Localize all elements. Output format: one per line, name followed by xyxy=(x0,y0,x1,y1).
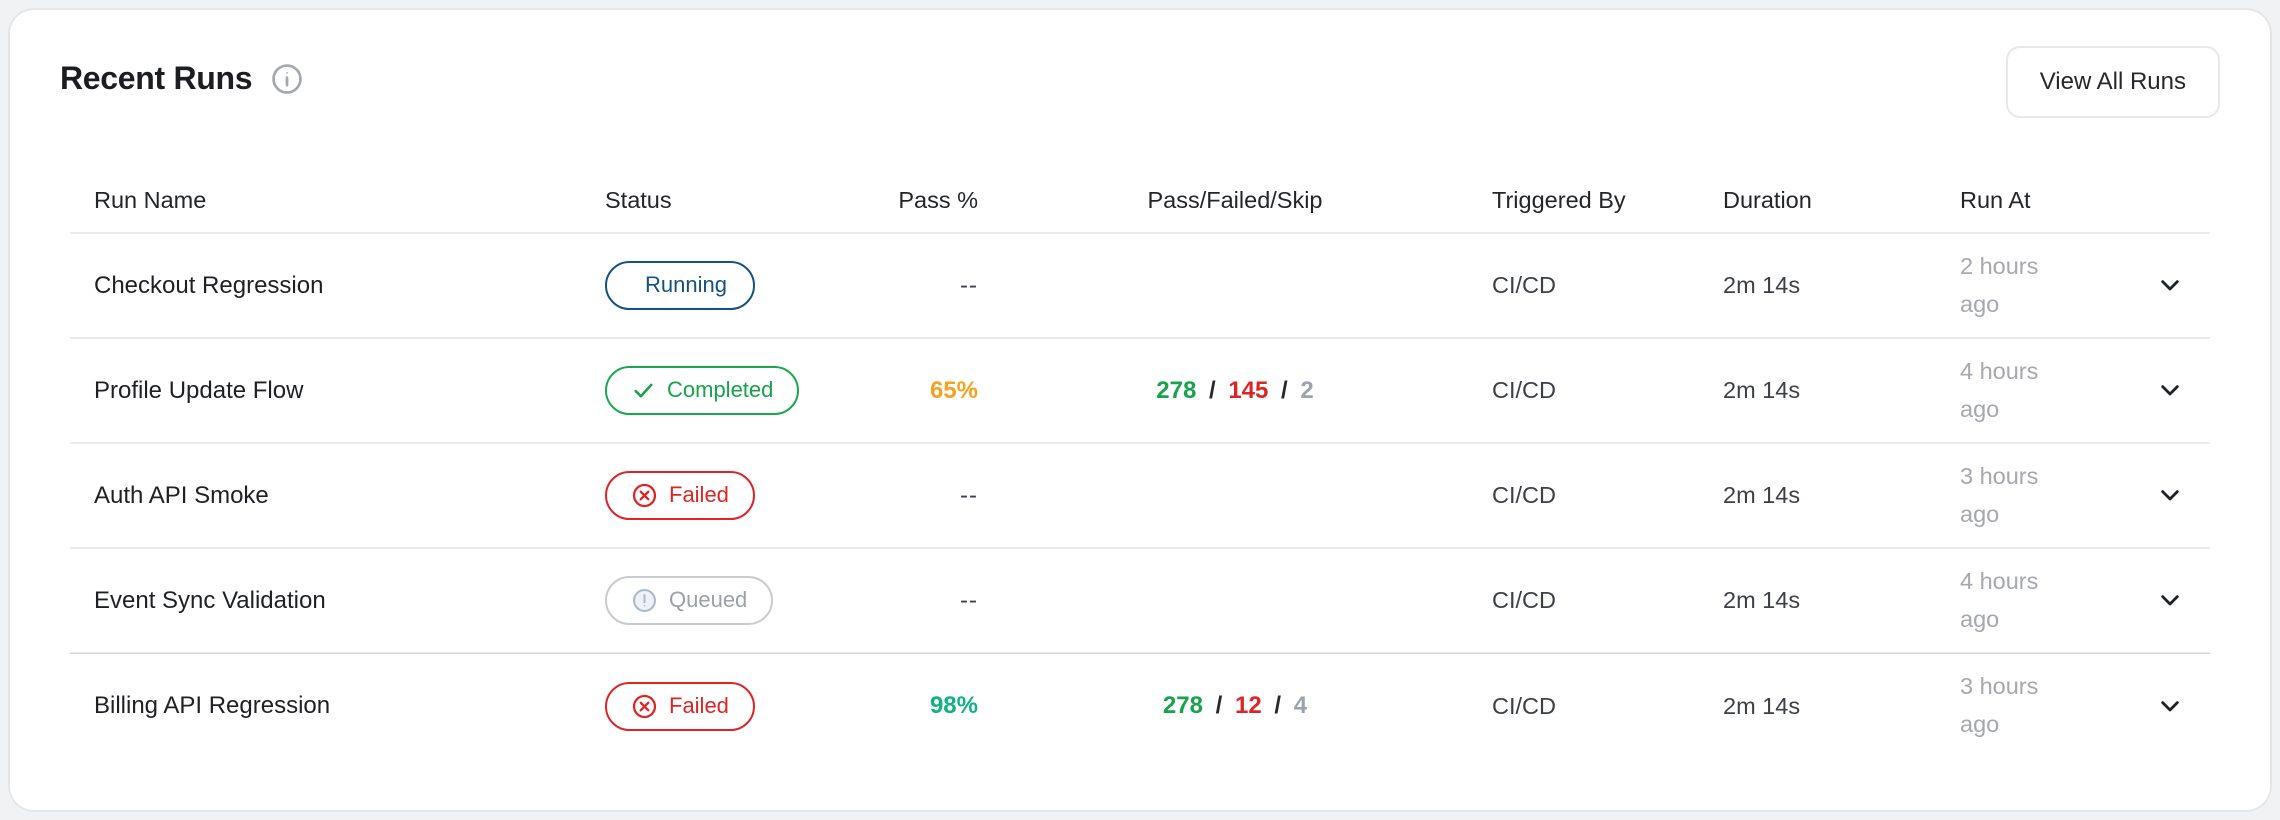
triggered-by: CI/CD xyxy=(1492,377,1556,403)
run-at: 3 hours ago xyxy=(1960,673,2039,737)
pass-percent: -- xyxy=(960,481,978,509)
duration: 2m 14s xyxy=(1723,272,1801,298)
status-badge-label: Queued xyxy=(669,587,748,613)
duration: 2m 14s xyxy=(1723,482,1801,508)
title-wrap: Recent Runs xyxy=(60,46,304,97)
status-badge-label: Failed xyxy=(669,692,729,718)
pfs-separator: / xyxy=(1208,376,1216,404)
run-name: Billing API Regression xyxy=(94,692,331,719)
pfs-separator: / xyxy=(1274,692,1282,719)
chevron-down-icon[interactable] xyxy=(2150,370,2190,410)
pfs-separator: / xyxy=(1215,692,1223,719)
chevron-down-icon[interactable] xyxy=(2150,580,2190,620)
status-cell: Queued xyxy=(605,576,880,625)
run-at-cell: 4 hours ago xyxy=(1960,353,2136,428)
pass-percent-cell: -- xyxy=(880,482,978,510)
duration: 2m 14s xyxy=(1723,692,1801,719)
column-header-run-name: Run Name xyxy=(94,186,207,213)
pass-percent: 65% xyxy=(929,376,978,404)
table-row[interactable]: Billing API Regression Failed 98% 2 xyxy=(70,653,2210,758)
pfs-separator: / xyxy=(1281,376,1288,404)
run-name: Checkout Regression xyxy=(94,271,324,299)
runs-table: Run Name Status Pass % Pass/Failed/Skip … xyxy=(70,168,2210,758)
pass-percent: 98% xyxy=(929,692,978,719)
run-at-cell: 3 hours ago xyxy=(1960,458,2136,533)
chevron-down-icon[interactable] xyxy=(2150,475,2190,515)
x-circle-icon xyxy=(631,482,658,509)
column-header-status: Status xyxy=(605,186,672,213)
expand-cell xyxy=(2136,580,2190,621)
skip-count: 2 xyxy=(1300,376,1314,404)
page-title: Recent Runs xyxy=(60,60,253,96)
pass-percent-cell: -- xyxy=(880,587,978,615)
run-at: 3 hours ago xyxy=(1960,462,2039,527)
alert-circle-icon xyxy=(631,587,658,614)
status-cell: Failed xyxy=(605,681,880,731)
column-header-duration: Duration xyxy=(1723,186,1812,213)
status-cell: Completed xyxy=(605,366,880,415)
run-at-cell: 4 hours ago xyxy=(1960,563,2136,638)
table-row[interactable]: Profile Update Flow Completed 65% 278 / … xyxy=(70,339,2210,444)
chevron-down-icon[interactable] xyxy=(2150,265,2190,305)
status-badge: Failed xyxy=(605,681,755,731)
triggered-by: CI/CD xyxy=(1492,692,1556,719)
expand-cell xyxy=(2136,370,2190,411)
table-header-row: Run Name Status Pass % Pass/Failed/Skip … xyxy=(70,168,2210,234)
x-circle-icon xyxy=(631,693,658,720)
failed-count: 145 xyxy=(1228,376,1269,404)
run-name: Event Sync Validation xyxy=(94,586,326,614)
column-header-pass-pct: Pass % xyxy=(898,186,978,213)
status-badge-label: Completed xyxy=(667,377,774,403)
duration: 2m 14s xyxy=(1723,377,1801,403)
info-icon[interactable] xyxy=(270,62,304,96)
pass-failed-skip-cell: 278 / 145 / 2 xyxy=(978,377,1492,405)
pass-failed-skip: 278 / 145 / 2 xyxy=(1156,377,1313,404)
table-row[interactable]: Checkout Regression Running -- CI/CD 2m … xyxy=(70,234,2210,339)
pass-count: 278 xyxy=(1162,692,1203,719)
triggered-by: CI/CD xyxy=(1492,272,1556,298)
run-at: 2 hours ago xyxy=(1960,252,2039,317)
run-at-cell: 2 hours ago xyxy=(1960,248,2136,323)
status-badge: Failed xyxy=(605,471,755,520)
status-badge: Queued xyxy=(605,576,774,625)
view-all-runs-button[interactable]: View All Runs xyxy=(2005,46,2220,118)
table-body: Checkout Regression Running -- CI/CD 2m … xyxy=(70,234,2210,758)
pass-count: 278 xyxy=(1156,376,1197,404)
status-badge: Completed xyxy=(605,366,800,415)
pass-percent-cell: 65% xyxy=(880,377,978,405)
column-header-run-at: Run At xyxy=(1960,186,2031,213)
status-badge: Running xyxy=(605,261,755,310)
pass-percent-cell: -- xyxy=(880,272,978,300)
chevron-down-icon[interactable] xyxy=(2150,686,2190,726)
triggered-by: CI/CD xyxy=(1492,587,1556,613)
status-cell: Running xyxy=(605,261,880,310)
run-name: Auth API Smoke xyxy=(94,481,269,509)
run-at-cell: 3 hours ago xyxy=(1960,668,2136,743)
status-cell: Failed xyxy=(605,471,880,520)
card-header: Recent Runs View All Runs xyxy=(60,46,2220,118)
expand-cell xyxy=(2136,686,2190,727)
run-at: 4 hours ago xyxy=(1960,567,2039,632)
column-header-triggered-by: Triggered By xyxy=(1492,186,1626,213)
triggered-by: CI/CD xyxy=(1492,482,1556,508)
table-row[interactable]: Auth API Smoke Failed -- CI/CD xyxy=(70,444,2210,549)
run-at: 4 hours ago xyxy=(1960,357,2039,422)
status-badge-label: Failed xyxy=(669,482,729,508)
pass-percent: -- xyxy=(960,586,978,614)
failed-count: 12 xyxy=(1234,692,1262,719)
expand-cell xyxy=(2136,265,2190,306)
table-row[interactable]: Event Sync Validation Queued -- CI xyxy=(70,549,2210,654)
pass-failed-skip: 278 / 12 / 4 xyxy=(1163,692,1307,719)
recent-runs-card: Recent Runs View All Runs Run Name Statu… xyxy=(8,8,2272,812)
pass-percent-cell: 98% xyxy=(880,692,978,720)
duration: 2m 14s xyxy=(1723,587,1801,613)
run-name: Profile Update Flow xyxy=(94,376,304,404)
column-header-pass-failed-skip: Pass/Failed/Skip xyxy=(1147,186,1323,213)
status-badge-label: Running xyxy=(645,272,727,298)
skip-count: 4 xyxy=(1293,692,1308,719)
expand-cell xyxy=(2136,475,2190,516)
pass-percent: -- xyxy=(960,271,978,299)
check-icon xyxy=(631,378,656,403)
pass-failed-skip-cell: 278 / 12 / 4 xyxy=(978,692,1492,720)
